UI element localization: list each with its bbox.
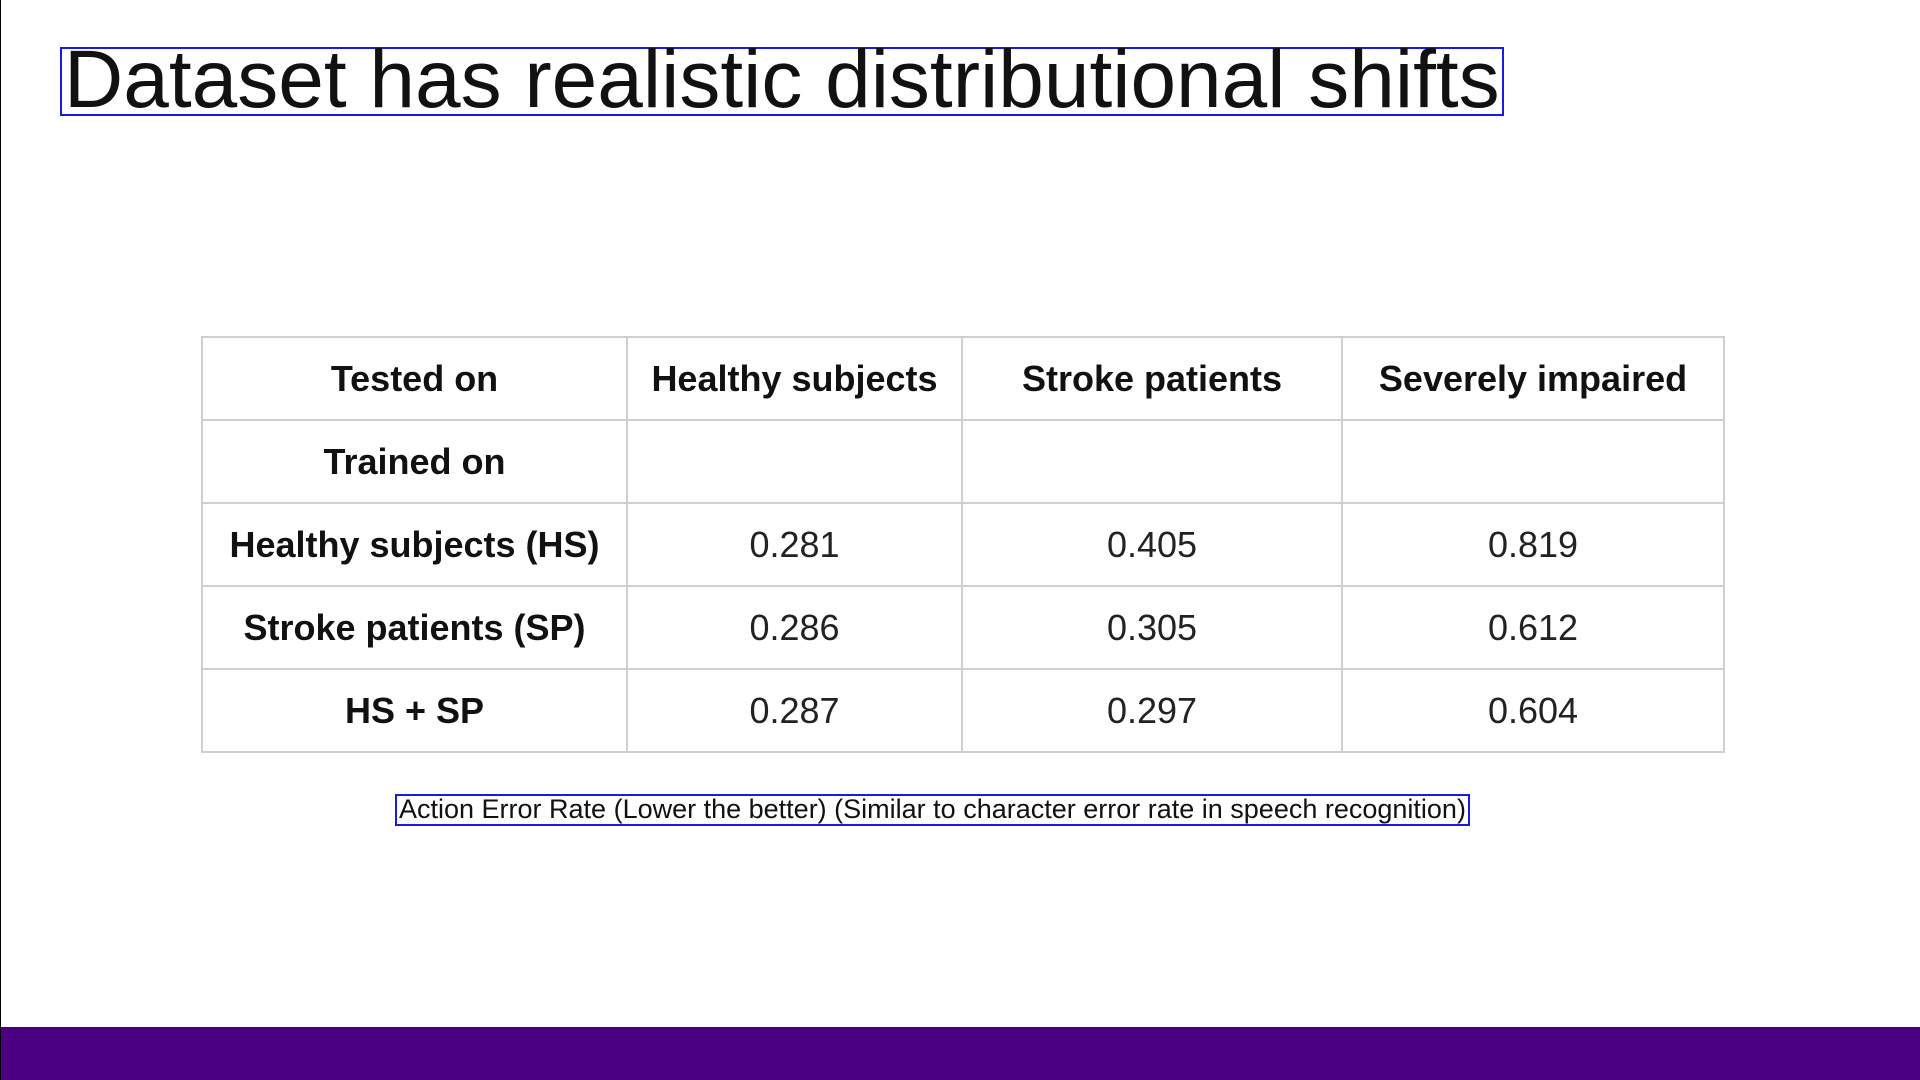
table-cell: 0.604 <box>1341 668 1725 753</box>
table-header-row: Tested on Healthy subjects Stroke patien… <box>201 336 1725 421</box>
row-label-hs-sp: HS + SP <box>201 668 628 753</box>
empty-cell <box>961 419 1343 504</box>
table-row: Healthy subjects (HS) 0.281 0.405 0.819 <box>201 502 1725 587</box>
table-cell: 0.819 <box>1341 502 1725 587</box>
table-row: HS + SP 0.287 0.297 0.604 <box>201 668 1725 753</box>
table-cell: 0.405 <box>961 502 1343 587</box>
table-cell: 0.612 <box>1341 585 1725 670</box>
table-cell: 0.297 <box>961 668 1343 753</box>
header-stroke-patients: Stroke patients <box>961 336 1343 421</box>
results-table: Tested on Healthy subjects Stroke patien… <box>201 336 1725 753</box>
table-cell: 0.287 <box>626 668 963 753</box>
table-cell: 0.281 <box>626 502 963 587</box>
slide-title: Dataset has realistic distributional shi… <box>60 39 1504 121</box>
footer-bar <box>1 1027 1920 1080</box>
table-row: Stroke patients (SP) 0.286 0.305 0.612 <box>201 585 1725 670</box>
table-cell: 0.305 <box>961 585 1343 670</box>
table-caption: Action Error Rate (Lower the better) (Si… <box>395 794 1470 826</box>
subheader-trained-on: Trained on <box>201 419 628 504</box>
header-tested-on: Tested on <box>201 336 628 421</box>
empty-cell <box>626 419 963 504</box>
empty-cell <box>1341 419 1725 504</box>
table-subheader-row: Trained on <box>201 419 1725 504</box>
header-severely-impaired: Severely impaired <box>1341 336 1725 421</box>
table-cell: 0.286 <box>626 585 963 670</box>
row-label-sp: Stroke patients (SP) <box>201 585 628 670</box>
row-label-hs: Healthy subjects (HS) <box>201 502 628 587</box>
header-healthy-subjects: Healthy subjects <box>626 336 963 421</box>
